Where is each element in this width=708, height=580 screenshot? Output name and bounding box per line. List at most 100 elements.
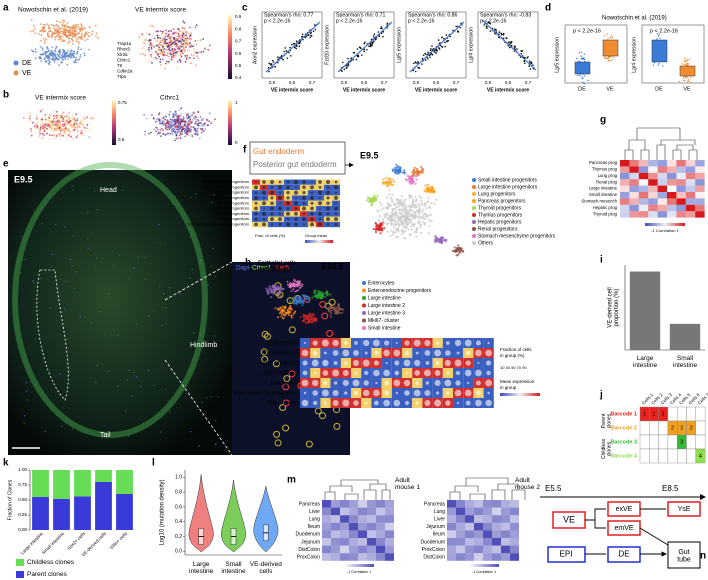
cell-dot [444, 240, 447, 243]
heat-cell [367, 507, 376, 516]
cell-dot [372, 35, 375, 37]
dot [303, 391, 307, 395]
cell-dot [166, 128, 169, 131]
heat-cell [447, 553, 456, 561]
axis-title: VE-derived cellproportion (%) [607, 287, 620, 327]
heat-cell [322, 530, 331, 538]
cell-dot [144, 39, 147, 41]
cell-dot [303, 320, 306, 323]
cell-dot [35, 123, 38, 126]
label: Adult mouse 1 [395, 477, 420, 491]
cell-dot [76, 130, 79, 132]
cell-dot [293, 285, 296, 288]
heat-cell [322, 515, 331, 523]
cell-dot [404, 209, 407, 212]
dot [404, 390, 410, 396]
cell-ring [328, 298, 336, 306]
label: Lgr5 [276, 265, 289, 272]
cell-dot [431, 45, 433, 47]
cell-dot [176, 131, 179, 134]
heat-cell [474, 507, 483, 516]
label: Posterior gut endoderm [253, 160, 337, 169]
heat-cell [620, 172, 630, 180]
heat-cell [667, 179, 677, 186]
label: p < 2.2e-16 [264, 18, 291, 24]
cell-dot [63, 120, 66, 123]
cell-dot [173, 128, 176, 130]
tissue-dot [107, 188, 109, 191]
cell-dot [386, 207, 389, 210]
cell-dot [43, 57, 46, 60]
cell-dot [191, 45, 194, 48]
cell-dot [56, 26, 59, 29]
cell-dot [22, 117, 25, 119]
dot [254, 201, 258, 205]
cell-dot [182, 32, 185, 35]
cell-dot [415, 174, 418, 178]
dot [326, 223, 330, 226]
heat-cell [474, 545, 483, 554]
dot [475, 349, 482, 357]
cell-dot [392, 225, 396, 229]
heat-cell [376, 522, 385, 531]
cell-dot [172, 38, 175, 41]
tissue-dot [206, 396, 208, 399]
cell-dot [441, 45, 443, 48]
cell-dot [424, 53, 427, 55]
y-tick-label: 1.00 [18, 467, 27, 472]
heat-cell [331, 507, 340, 516]
cell-dot [270, 290, 273, 293]
dot [465, 400, 471, 406]
cell-dot [142, 46, 145, 49]
cell-dot [43, 26, 46, 29]
label: YsE [678, 506, 691, 513]
label: E9.5 [360, 150, 379, 160]
cell-dot [44, 114, 47, 116]
label: Ileum [433, 532, 445, 538]
dot [395, 391, 399, 395]
heat-cell [376, 530, 385, 538]
table-cell [639, 420, 650, 436]
cell-dot [357, 55, 360, 58]
cell-dot [483, 24, 486, 26]
tissue-dot [147, 369, 150, 372]
cell-dot [290, 316, 293, 319]
dot [363, 339, 370, 347]
cell-dot [179, 132, 182, 135]
cell-dot [288, 286, 291, 289]
cell-dot [186, 54, 189, 57]
tissue-dot [117, 334, 119, 337]
label: Gut endoderm [253, 147, 304, 156]
cell-dot [610, 36, 612, 38]
cell-dot [173, 52, 175, 55]
dot [456, 401, 460, 405]
label: Nowotschin et al. (2019) [602, 16, 667, 22]
table-cell [695, 448, 706, 464]
cell-dot [201, 128, 204, 130]
cell-dot [88, 48, 90, 51]
cell-dot [404, 204, 407, 208]
cell-dot [329, 313, 332, 316]
label: Gut tube [677, 549, 691, 564]
tissue-dot [90, 321, 93, 324]
tissue-dot [79, 316, 82, 318]
heat-cell [456, 530, 465, 538]
cell-dot [67, 130, 69, 133]
heat-cell [331, 515, 340, 523]
tissue-dot [25, 390, 27, 393]
cell-dot [408, 181, 411, 184]
zoom-line [164, 261, 233, 301]
table-cell [658, 448, 669, 464]
cell-dot [330, 311, 333, 314]
cell-dot [178, 130, 181, 133]
heat-cell [331, 530, 340, 538]
cell-dot [455, 25, 457, 28]
cell-dot [64, 127, 67, 130]
heat-cell [638, 204, 649, 212]
node-box [667, 501, 701, 517]
cell-dot [174, 128, 177, 131]
cell-dot [167, 33, 170, 36]
cell-dot [66, 63, 69, 66]
cell-dot [61, 23, 64, 26]
cell-dot [161, 127, 163, 130]
